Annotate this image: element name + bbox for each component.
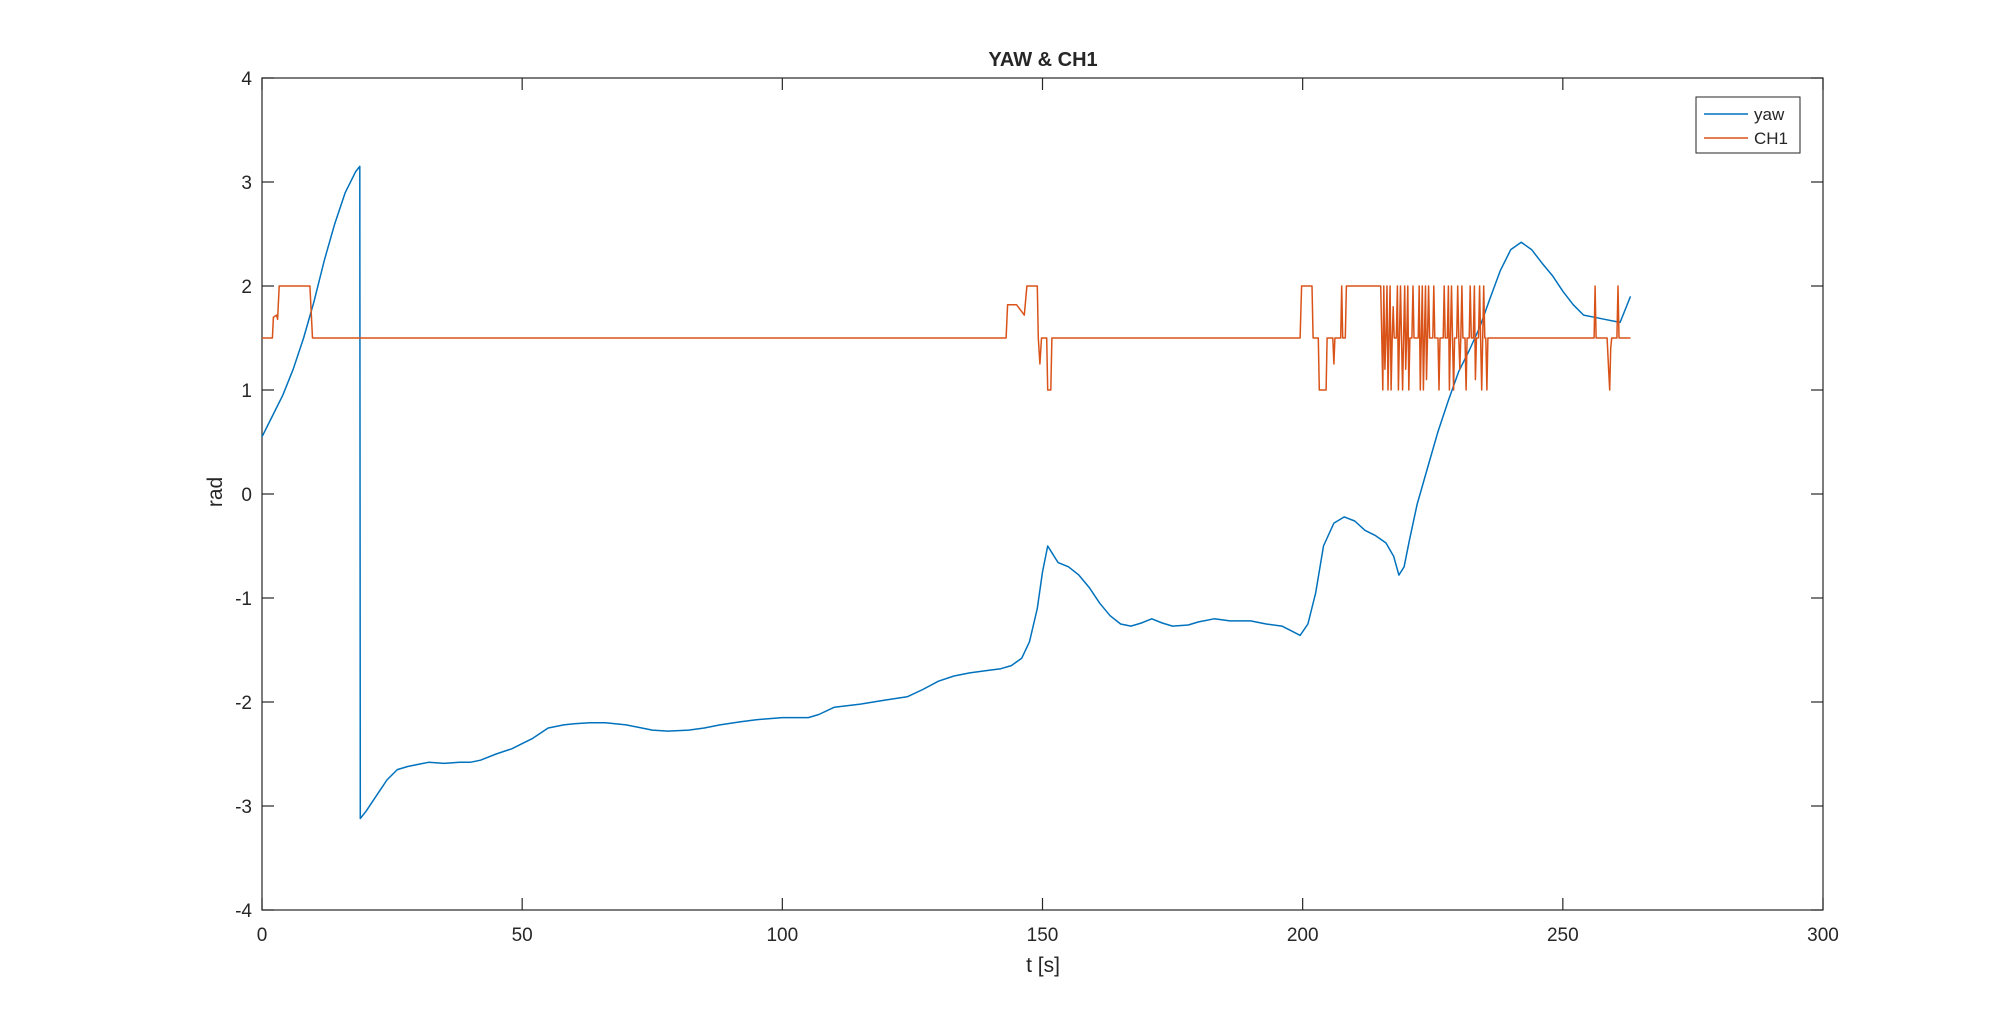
x-tick-label: 150 — [1027, 925, 1059, 946]
x-tick-label: 100 — [766, 925, 798, 946]
x-axis-label: t [s] — [1026, 954, 1060, 977]
y-tick-label: 0 — [241, 485, 252, 506]
legend-label-yaw: yaw — [1754, 105, 1785, 124]
series-line-yaw — [261, 165, 1632, 820]
legend-label-ch1: CH1 — [1754, 129, 1788, 148]
x-tick-label: 250 — [1547, 925, 1579, 946]
y-tick-label: -3 — [235, 797, 252, 818]
axes-box — [261, 77, 1824, 911]
y-tick-label: -4 — [235, 901, 252, 922]
y-tick-label: 4 — [241, 69, 252, 90]
legend-box — [1695, 96, 1801, 154]
plot-area: 0 50 100 150 200 250 300 -4 -3 -2 -1 0 1 2 3 4 yaw CH1 — [235, 69, 1839, 946]
x-tick-label: 50 — [512, 925, 533, 946]
series-line-ch1 — [262, 285, 1631, 391]
y-tick-label: -1 — [235, 589, 252, 610]
x-tick-label: 300 — [1807, 925, 1839, 946]
x-tick-label: 0 — [257, 925, 268, 946]
y-tick-label: 3 — [241, 173, 252, 194]
y-tick-label: 1 — [241, 381, 252, 402]
y-tick-label: 2 — [241, 277, 252, 298]
y-axis-label: rad — [204, 477, 227, 507]
chart-title: YAW & CH1 — [988, 49, 1097, 71]
x-tick-label: 200 — [1287, 925, 1319, 946]
y-tick-label: -2 — [235, 693, 252, 714]
